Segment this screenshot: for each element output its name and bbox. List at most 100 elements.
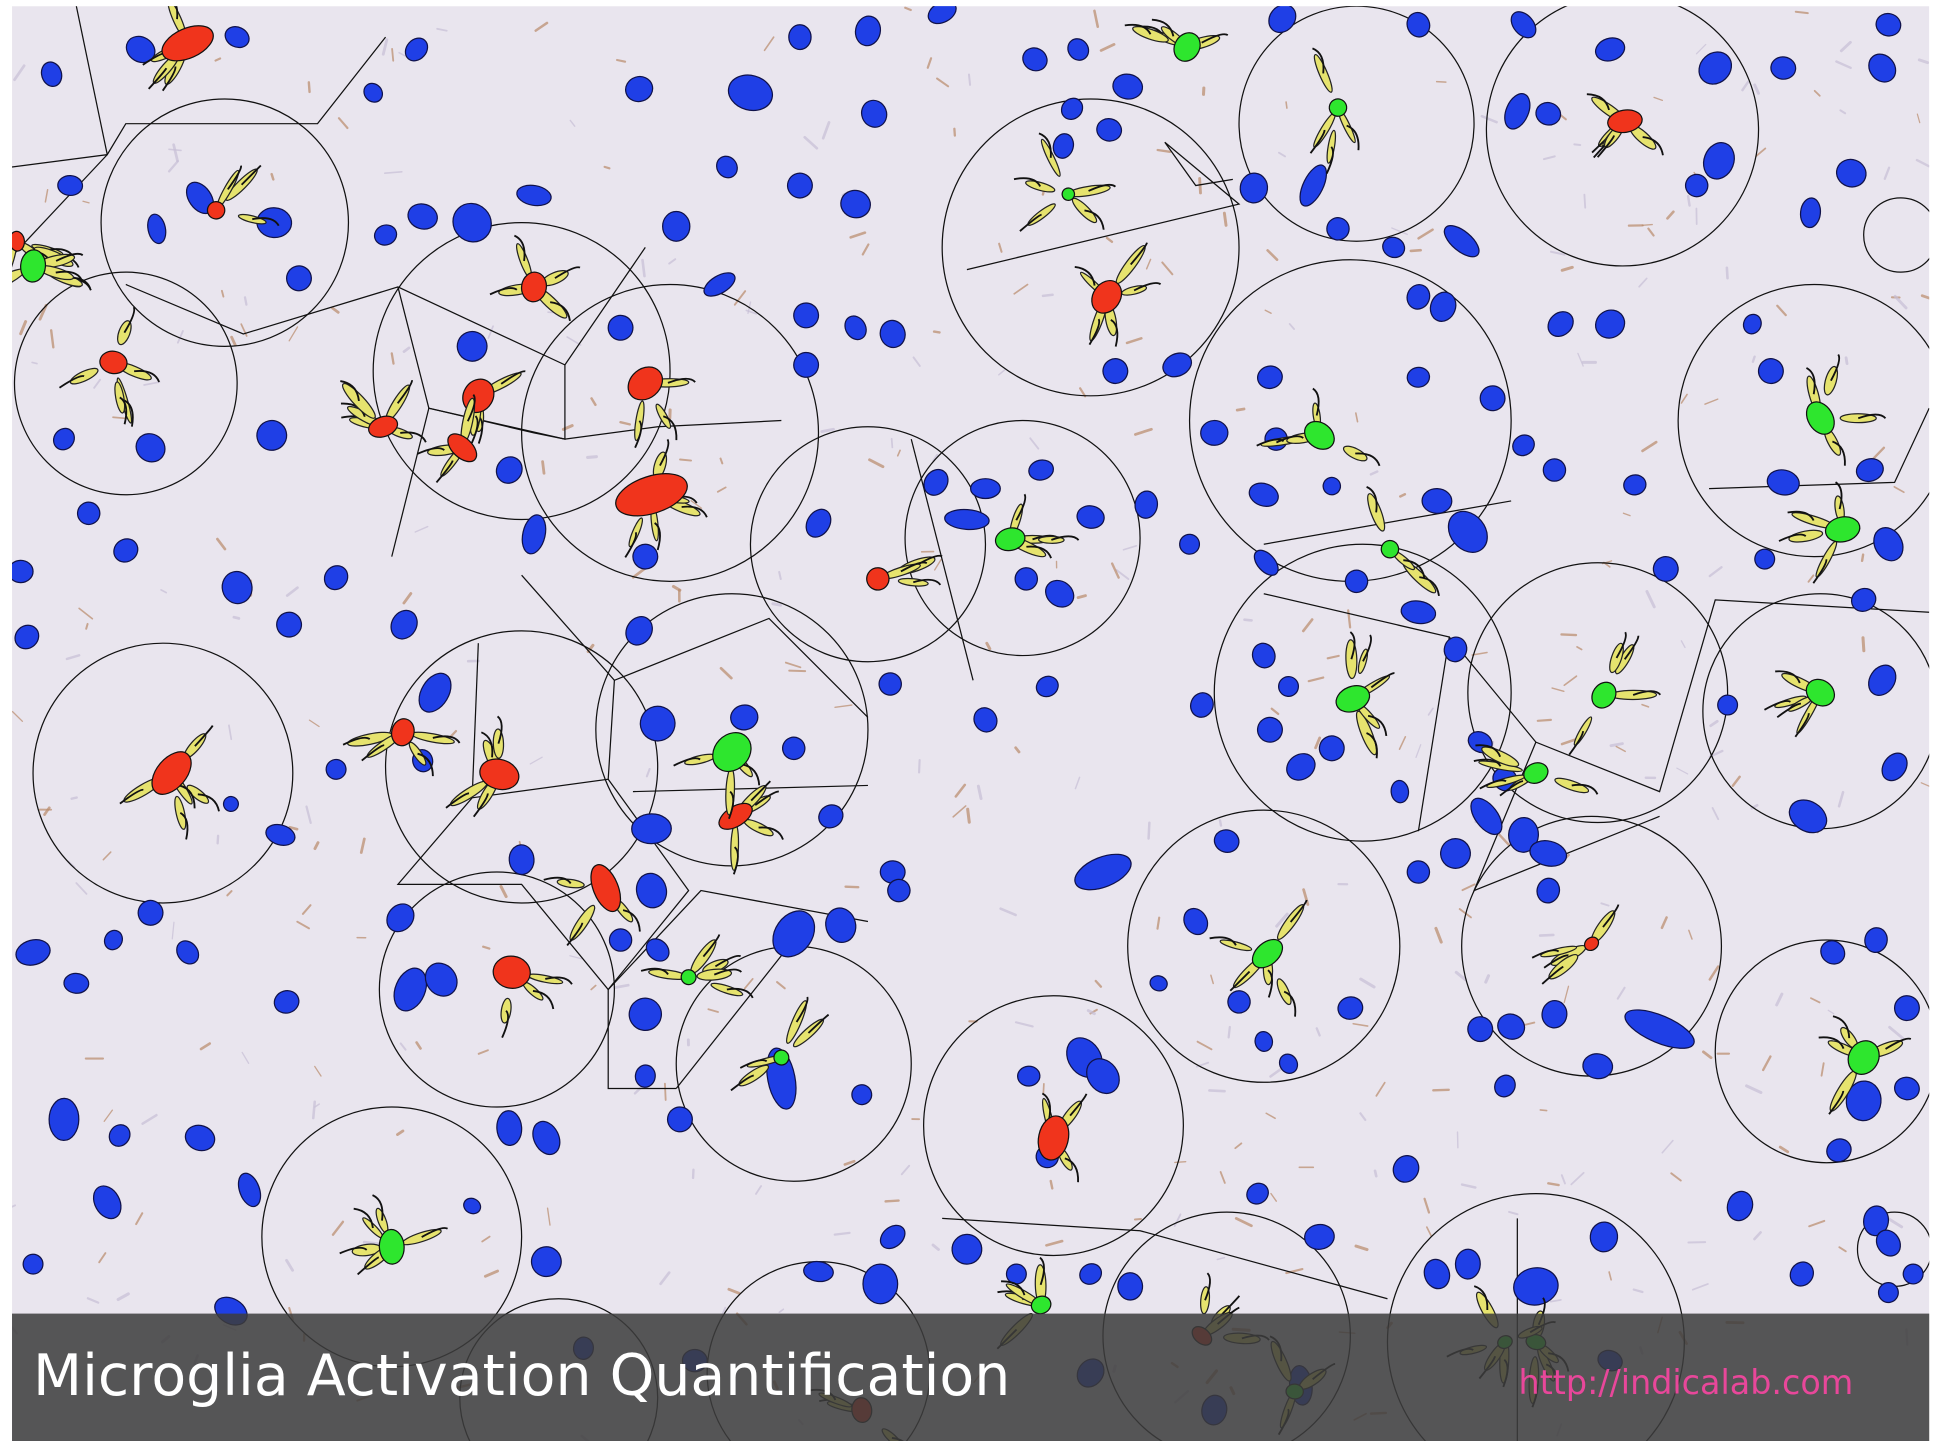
speckle bbox=[1277, 151, 1287, 158]
speckle bbox=[1076, 594, 1087, 600]
speckle bbox=[415, 1041, 422, 1050]
nucleus bbox=[463, 1197, 482, 1215]
nucleus bbox=[1589, 1221, 1619, 1253]
speckle bbox=[243, 296, 248, 306]
nucleus bbox=[1529, 840, 1568, 867]
cell-branch bbox=[913, 578, 942, 586]
nucleus bbox=[1868, 664, 1897, 696]
cell-branch bbox=[1794, 713, 1810, 738]
cell-branch bbox=[543, 876, 572, 885]
cell-branch bbox=[197, 793, 220, 812]
cell-branch bbox=[532, 990, 555, 1010]
speckle bbox=[1173, 1213, 1182, 1227]
nucleus bbox=[703, 272, 736, 297]
speckle bbox=[1301, 618, 1314, 633]
speckle bbox=[1093, 9, 1100, 28]
cell-branch bbox=[342, 736, 371, 746]
speckle bbox=[803, 135, 819, 150]
region-border bbox=[396, 680, 869, 991]
nucleus bbox=[1303, 1223, 1335, 1250]
nucleus bbox=[40, 61, 63, 88]
speckle bbox=[1409, 248, 1422, 253]
speckle bbox=[483, 1269, 500, 1278]
nucleus bbox=[1443, 636, 1468, 663]
speckle bbox=[1219, 1171, 1226, 1184]
speckle bbox=[985, 641, 992, 651]
speckle bbox=[78, 607, 94, 620]
nucleus bbox=[14, 624, 40, 650]
nucleus bbox=[639, 705, 676, 742]
region-circle bbox=[941, 98, 1240, 397]
speckle bbox=[834, 704, 853, 708]
cell-branch bbox=[566, 922, 584, 947]
speckle bbox=[230, 335, 237, 347]
speckle bbox=[999, 907, 1017, 917]
nucleus bbox=[1318, 735, 1345, 762]
nucleus bbox=[390, 609, 418, 640]
speckle bbox=[1265, 1112, 1276, 1120]
cell-branch bbox=[353, 1207, 374, 1229]
region-border bbox=[632, 784, 868, 793]
nucleus bbox=[781, 736, 806, 761]
nucleus bbox=[1594, 309, 1626, 339]
cell-branch bbox=[1133, 282, 1162, 292]
nucleus bbox=[1875, 1229, 1901, 1257]
speckle bbox=[1264, 309, 1272, 314]
caption-title: Microglia Activation Quantification bbox=[33, 1343, 1010, 1409]
nucleus bbox=[532, 1120, 561, 1156]
cell-branch bbox=[1568, 731, 1584, 756]
speckle bbox=[1609, 742, 1624, 748]
region-circle bbox=[372, 222, 671, 521]
cell-branch bbox=[501, 1010, 509, 1038]
nucleus bbox=[276, 611, 303, 638]
speckle bbox=[664, 1082, 667, 1101]
cell-branch bbox=[1885, 1037, 1912, 1050]
speckle bbox=[176, 330, 184, 344]
nucleus bbox=[1536, 877, 1561, 904]
speckle bbox=[1885, 1216, 1904, 1229]
region-border bbox=[12, 36, 387, 168]
nucleus bbox=[424, 962, 458, 997]
cell-branch bbox=[513, 234, 526, 262]
nucleus bbox=[495, 456, 523, 484]
nucleus bbox=[456, 330, 488, 362]
cell-branch bbox=[1776, 702, 1802, 718]
speckle bbox=[1883, 166, 1891, 181]
activated-microglia bbox=[479, 758, 520, 791]
nucleus bbox=[1390, 779, 1410, 804]
speckle bbox=[285, 1258, 295, 1272]
cell-branch bbox=[194, 725, 214, 747]
region-circle bbox=[1238, 6, 1475, 242]
nucleus bbox=[1873, 527, 1904, 562]
speckle bbox=[1352, 1022, 1369, 1027]
cell-branch bbox=[640, 967, 669, 976]
cell-branch bbox=[1349, 631, 1356, 660]
cell-branch bbox=[1220, 1295, 1241, 1317]
speckle bbox=[383, 171, 403, 174]
nucleus bbox=[1406, 366, 1431, 388]
speckle bbox=[1741, 80, 1750, 92]
nucleus bbox=[1014, 567, 1039, 591]
speckle bbox=[1014, 746, 1021, 754]
cell-branch bbox=[1596, 135, 1615, 158]
activated-microglia bbox=[520, 271, 548, 303]
cell-branch bbox=[1832, 440, 1846, 466]
speckle bbox=[1709, 719, 1719, 728]
activated-microglia bbox=[866, 567, 890, 591]
nucleus bbox=[1623, 474, 1647, 496]
cell-branch bbox=[500, 370, 526, 385]
nucleus bbox=[323, 565, 349, 591]
speckle bbox=[172, 143, 179, 163]
speckle bbox=[1275, 912, 1289, 928]
speckle bbox=[1270, 707, 1280, 715]
speckle bbox=[232, 615, 241, 620]
cell-branch bbox=[1543, 954, 1569, 969]
resting-microglia bbox=[1173, 32, 1201, 62]
region-circle bbox=[100, 98, 350, 347]
nucleus bbox=[1855, 458, 1884, 483]
speckle bbox=[1615, 745, 1626, 753]
region-circle bbox=[521, 283, 820, 582]
speckle bbox=[1813, 89, 1821, 97]
nucleus bbox=[716, 155, 738, 179]
